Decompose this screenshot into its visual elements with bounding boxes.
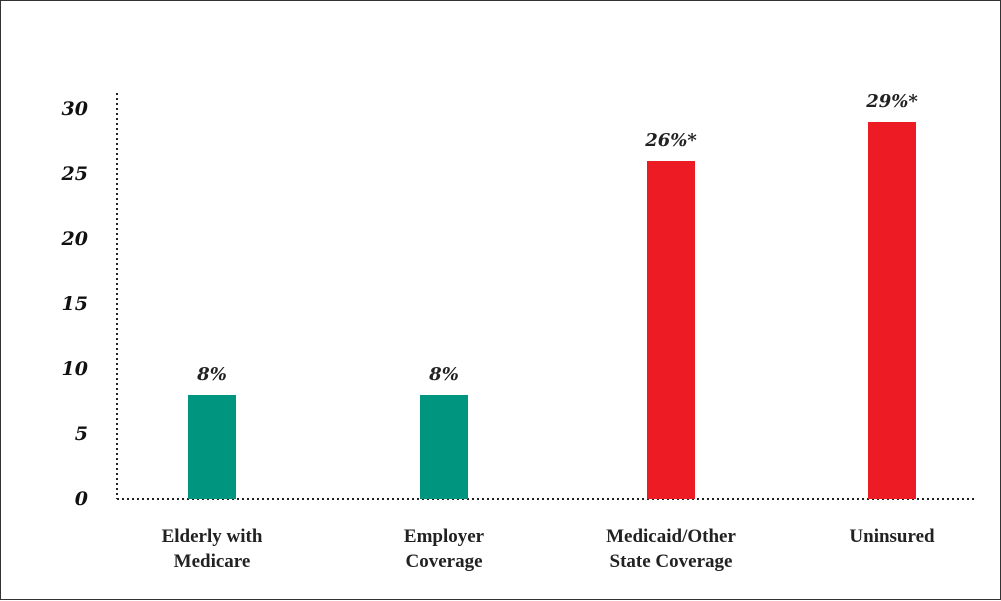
bar	[420, 395, 468, 499]
y-tick-label: 30	[62, 98, 88, 120]
category-label: Coverage	[405, 551, 482, 572]
y-tick-label: 10	[62, 358, 88, 380]
y-tick-label: 0	[75, 488, 88, 510]
y-tick-label: 5	[75, 423, 88, 445]
category-label: Uninsured	[849, 526, 935, 547]
category-label: Employer	[404, 526, 485, 547]
y-tick-label: 20	[61, 228, 88, 250]
data-label: 8%	[196, 364, 227, 385]
data-label: 26%*	[644, 130, 697, 151]
category-label: Elderly with	[162, 526, 263, 547]
category-label: State Coverage	[610, 551, 733, 572]
data-label: 8%	[428, 364, 459, 385]
category-label: Medicare	[174, 551, 251, 572]
y-tick-label: 25	[61, 163, 88, 185]
category-label: Medicaid/Other	[606, 526, 736, 547]
bar	[188, 395, 236, 499]
data-label: 29%*	[865, 91, 918, 112]
y-tick-label: 15	[62, 293, 88, 315]
bar	[647, 161, 695, 499]
bar	[868, 122, 916, 499]
